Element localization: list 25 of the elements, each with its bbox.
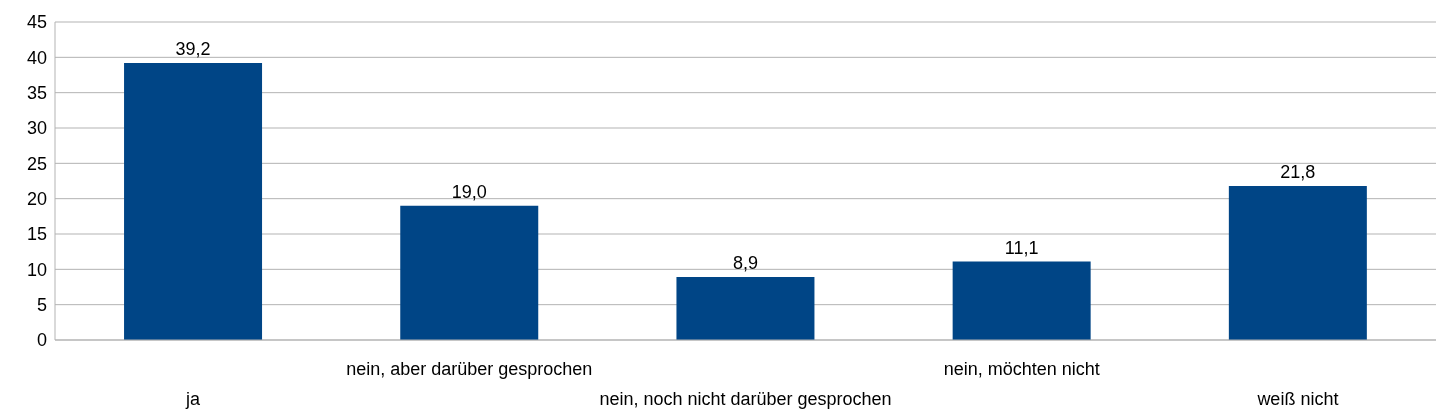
y-tick-label: 15: [26, 224, 47, 245]
x-tick-label: nein, noch nicht darüber gesprochen: [599, 389, 892, 409]
bar: [676, 277, 815, 340]
bar: [1228, 185, 1367, 340]
y-tick-label: 10: [26, 259, 47, 280]
x-tick-label: ja: [185, 389, 202, 409]
data-label: 39,2: [175, 38, 211, 59]
y-tick-label: 45: [26, 12, 47, 33]
data-label: 8,9: [732, 253, 758, 274]
bar: [400, 205, 539, 340]
data-label: 11,1: [1004, 237, 1039, 258]
x-tick-label: nein, möchten nicht: [943, 359, 1100, 379]
y-tick-label: 40: [26, 47, 47, 68]
data-label: 21,8: [1280, 161, 1316, 182]
bar: [124, 62, 263, 340]
data-label: 19,0: [451, 181, 487, 202]
y-tick-label: 0: [36, 330, 47, 351]
y-tick-label: 35: [26, 83, 47, 104]
x-tick-label: nein, aber darüber gesprochen: [346, 359, 593, 379]
bar: [952, 261, 1091, 340]
y-tick-label: 25: [26, 153, 47, 174]
y-tick-label: 30: [26, 118, 47, 139]
x-tick-label: weiß nicht: [1256, 389, 1339, 409]
y-tick-label: 20: [26, 189, 47, 210]
y-tick-label: 5: [36, 295, 47, 316]
